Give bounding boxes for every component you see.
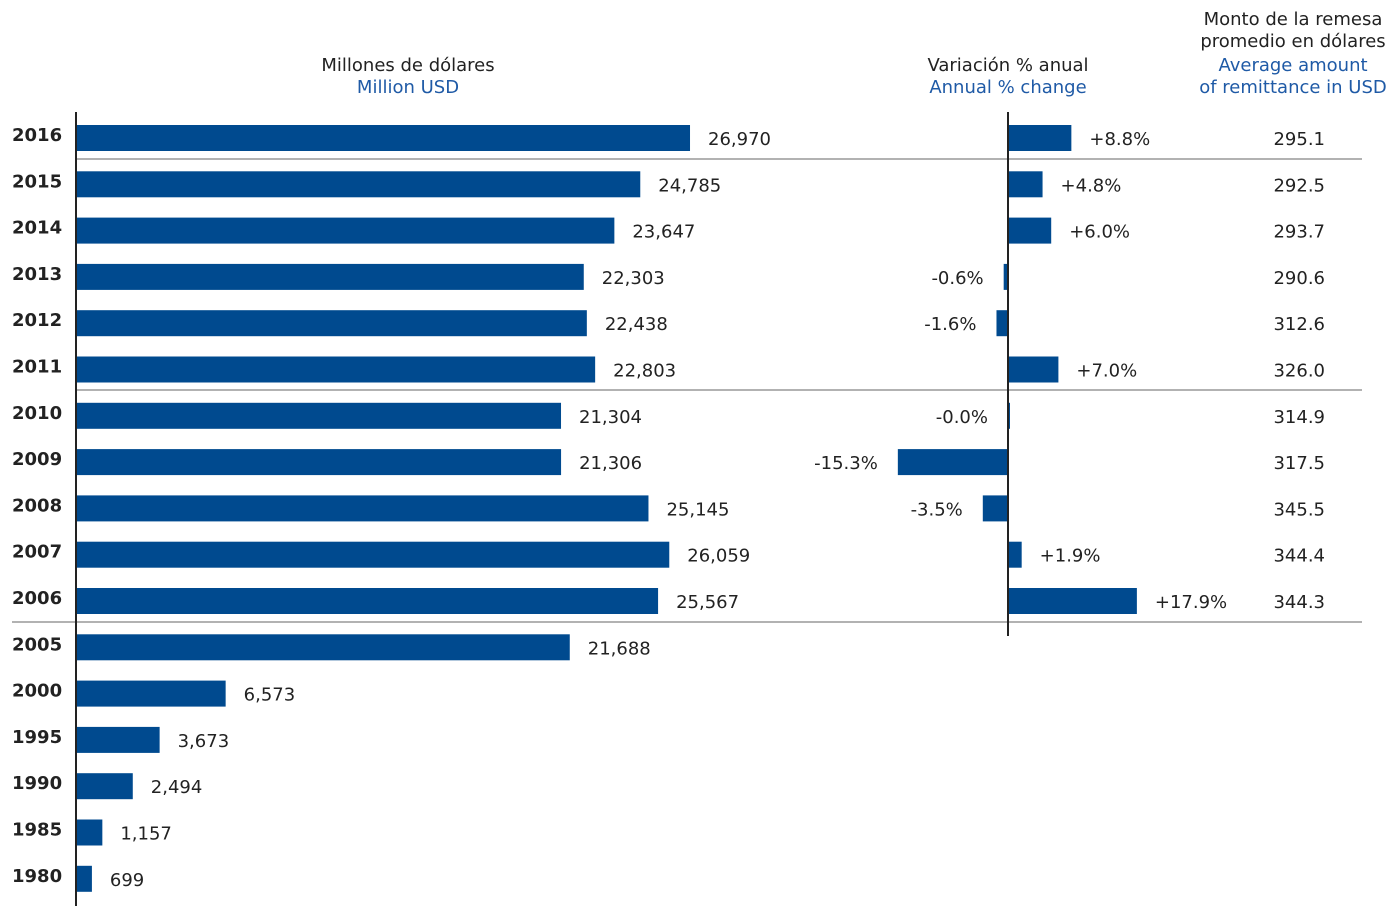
value-label: 699	[110, 870, 144, 891]
value-label: 26,059	[687, 546, 750, 567]
y-tick-label: 2005	[12, 634, 62, 655]
value-label: +6.0%	[1069, 222, 1130, 243]
y-tick-label: 2016	[12, 125, 62, 146]
value-label: 22,438	[605, 314, 668, 335]
value-label: -3.5%	[911, 499, 963, 520]
value-label: -1.6%	[924, 314, 976, 335]
bar	[76, 819, 103, 846]
bar	[1008, 125, 1072, 151]
panel-subtitle: Million USD	[357, 77, 459, 98]
table-cell: 312.6	[1273, 314, 1325, 335]
table-cell: 292.5	[1273, 175, 1325, 196]
bar	[1008, 541, 1022, 568]
y-tick-label: 1985	[12, 820, 62, 841]
y-tick-label: 2015	[12, 171, 62, 192]
bar	[1008, 171, 1043, 198]
y-tick-label: 2014	[12, 218, 62, 239]
value-label: 21,306	[579, 453, 642, 474]
y-tick-label: 1995	[12, 727, 62, 748]
y-tick-label: 2010	[12, 403, 62, 424]
y-tick-label: 2000	[12, 681, 62, 702]
value-label: +7.0%	[1076, 361, 1137, 382]
table-cell: 344.3	[1273, 592, 1325, 613]
panel-subtitle: Average amount	[1218, 55, 1367, 76]
value-label: 24,785	[658, 175, 721, 196]
bar	[1008, 356, 1059, 383]
table-cell: 345.5	[1273, 499, 1325, 520]
y-tick-label: 2013	[12, 264, 62, 285]
bar	[76, 726, 160, 753]
bar	[982, 495, 1008, 522]
bar	[1003, 263, 1008, 290]
table-cell: 293.7	[1273, 222, 1325, 243]
panel-subtitle: of remittance in USD	[1199, 77, 1387, 98]
value-label: 22,303	[602, 268, 665, 289]
bar	[76, 449, 562, 476]
y-tick-label: 1980	[12, 866, 62, 887]
bar	[76, 773, 133, 800]
bar	[76, 541, 670, 568]
table-cell: 295.1	[1273, 129, 1325, 150]
value-label: 1,157	[120, 824, 172, 845]
bar	[76, 680, 226, 707]
value-label: 21,688	[588, 638, 651, 659]
bar	[76, 588, 659, 614]
y-tick-label: 1990	[12, 773, 62, 794]
panel-title: Millones de dólares	[321, 55, 494, 76]
panel-subtitle: Annual % change	[929, 77, 1086, 98]
bar	[76, 634, 570, 661]
bar	[996, 310, 1008, 337]
table-cell: 314.9	[1273, 407, 1325, 428]
bar	[76, 125, 691, 151]
table-cell: 326.0	[1273, 361, 1325, 382]
bar	[76, 171, 641, 198]
bar	[897, 449, 1008, 476]
y-tick-label: 2011	[12, 357, 62, 378]
value-label: +17.9%	[1155, 592, 1227, 613]
bar	[76, 402, 562, 429]
bar	[76, 310, 587, 337]
bar	[76, 356, 596, 383]
y-tick-label: 2006	[12, 588, 62, 609]
y-tick-label: 2007	[12, 542, 62, 563]
bar	[1008, 217, 1052, 244]
panel-title: Variación % anual	[927, 55, 1088, 76]
value-label: 21,304	[579, 407, 642, 428]
value-label: 23,647	[632, 222, 695, 243]
table-cell: 344.4	[1273, 546, 1325, 567]
bar	[76, 263, 584, 290]
y-tick-label: 2009	[12, 449, 62, 470]
value-label: 26,970	[708, 129, 771, 150]
value-label: -0.0%	[936, 407, 988, 428]
table-cell: 317.5	[1273, 453, 1325, 474]
y-tick-label: 2008	[12, 495, 62, 516]
value-label: -15.3%	[814, 453, 878, 474]
value-label: 3,673	[178, 731, 230, 752]
value-label: 2,494	[151, 777, 203, 798]
value-label: -0.6%	[931, 268, 983, 289]
bar	[76, 495, 649, 522]
bar	[1008, 588, 1137, 614]
bar	[76, 865, 92, 892]
bar	[76, 217, 615, 244]
value-label: +1.9%	[1040, 546, 1101, 567]
value-label: +8.8%	[1089, 129, 1150, 150]
value-label: 25,145	[666, 499, 729, 520]
value-label: 22,803	[613, 361, 676, 382]
value-label: 25,567	[676, 592, 739, 613]
panel-title: Monto de la remesa	[1204, 9, 1383, 30]
value-label: +4.8%	[1061, 175, 1122, 196]
panel-title: promedio en dólares	[1200, 31, 1385, 52]
y-tick-label: 2012	[12, 310, 62, 331]
table-cell: 290.6	[1273, 268, 1325, 289]
value-label: 6,573	[244, 685, 296, 706]
